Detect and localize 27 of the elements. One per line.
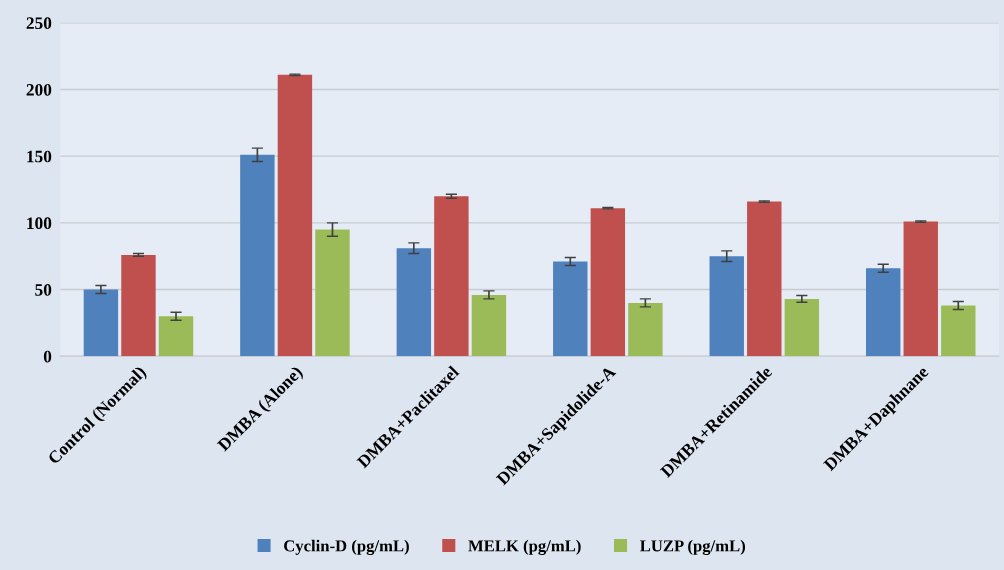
bar (471, 294, 507, 357)
bar (240, 154, 275, 357)
bar (865, 268, 901, 357)
legend-label: MELK (pg/mL) (468, 539, 581, 555)
y-tick-label: 200 (26, 83, 52, 96)
bar (941, 305, 976, 357)
bar (590, 208, 626, 357)
bar (784, 298, 820, 357)
bar (903, 221, 938, 357)
bar (709, 256, 744, 357)
legend-label: LUZP (pg/mL) (640, 539, 746, 555)
bar (553, 261, 588, 357)
legend-label: Cyclin-D (pg/mL) (284, 539, 409, 555)
bar (83, 289, 119, 357)
bar (158, 316, 194, 357)
bar (747, 201, 782, 357)
bar (434, 196, 469, 357)
bar (121, 254, 156, 357)
bar (396, 248, 432, 357)
y-tick-label: 150 (27, 150, 52, 163)
y-tick-label: 250 (26, 17, 52, 29)
y-tick-label: 100 (27, 217, 52, 230)
bar (315, 229, 350, 357)
y-tick-label: 0 (43, 350, 52, 363)
bar (628, 302, 663, 357)
y-tick-label: 50 (35, 284, 52, 296)
bar (277, 74, 313, 357)
